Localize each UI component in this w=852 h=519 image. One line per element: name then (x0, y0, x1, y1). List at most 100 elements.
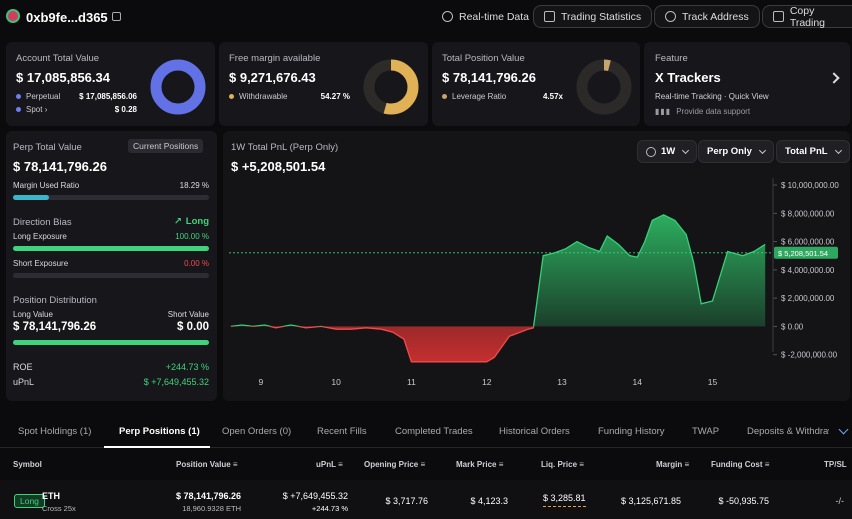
short-value-label: Short Value (167, 310, 209, 319)
metric-select[interactable]: Total PnL (776, 140, 850, 163)
tab-funding-history[interactable]: Funding History (598, 426, 665, 437)
col-upnl[interactable]: uPnL ≡ (316, 460, 343, 469)
sort-icon: ≡ (579, 460, 584, 469)
copy-icon (773, 11, 784, 22)
user-icon (665, 11, 676, 22)
direction-bias-text: Long (185, 216, 209, 227)
perpetual-label: Perpetual (26, 92, 61, 101)
pnl-area-positive (230, 214, 766, 327)
sort-icon: ≡ (498, 460, 504, 469)
top-bar: 0xb9fe...d365 Real-time Data Trading Sta… (0, 0, 852, 34)
account-value-label: Account Total Value (16, 53, 100, 64)
roe-label: ROE (13, 362, 33, 372)
direction-bias-value: ↗ Long (174, 216, 209, 227)
account-value: $ 17,085,856.34 (16, 70, 110, 85)
col-liq-price[interactable]: Liq. Price ≡ (541, 460, 584, 469)
col-position-value-label: Position Value (176, 460, 231, 469)
position-distribution-label: Position Distribution (13, 295, 97, 306)
track-address-label: Track Address (682, 10, 749, 23)
y-tick-label: $ -2,000,000.00 (781, 351, 838, 360)
trading-statistics-button[interactable]: Trading Statistics (533, 5, 653, 28)
withdrawable-label: Withdrawable (239, 92, 288, 101)
provider-logo-icon: ▮▮▮ (655, 107, 672, 116)
row-position-value: $ 78,141,796.26 (175, 491, 241, 501)
wallet-address: 0xb9fe...d365 (26, 10, 108, 25)
row-opening-price: $ 3,717.76 (385, 496, 428, 506)
row-symbol[interactable]: ETH (42, 491, 60, 501)
x-tick-label: 15 (708, 377, 718, 387)
pnl-line-positive (230, 214, 766, 327)
tab-historical-orders[interactable]: Historical Orders (499, 426, 570, 437)
chart-icon (544, 11, 555, 22)
wallet-avatar (6, 9, 20, 23)
x-tick-label: 14 (633, 377, 643, 387)
chevron-down-icon (834, 146, 842, 154)
pnl-chart: $ 10,000,000.00 $ 8,000,000.00 $ 6,000,000… (229, 178, 839, 387)
col-margin-label: Margin (656, 460, 683, 469)
trend-up-icon: ↗ (173, 216, 182, 227)
tab-twap[interactable]: TWAP (692, 426, 720, 437)
real-time-data-button[interactable]: Real-time Data (432, 5, 539, 28)
col-opening-price[interactable]: Opening Price ≡ (364, 460, 425, 469)
tabs-more-chevron-icon[interactable] (838, 424, 849, 435)
current-positions-button[interactable]: Current Positions (128, 139, 204, 153)
clock-icon (646, 146, 656, 157)
tab-open-orders[interactable]: Open Orders (0) (222, 426, 292, 437)
copy-trading-button[interactable]: Copy Trading (762, 4, 852, 29)
leverage-label: Leverage Ratio (452, 92, 507, 101)
x-tick-label: 11 (407, 377, 416, 387)
tab-spot-holdings[interactable]: Spot Holdings (1) (18, 426, 92, 437)
perpetual-value: $ 17,085,856.06 (79, 92, 137, 101)
tab-completed-trades[interactable]: Completed Trades (395, 426, 473, 437)
free-margin-label: Free margin available (229, 53, 321, 64)
tab-recent-fills[interactable]: Recent Fills (317, 426, 367, 437)
current-value-label: $ 5,208,501.54 (778, 249, 828, 258)
table-row[interactable] (0, 480, 852, 519)
timeframe-select[interactable]: 1W (637, 140, 698, 163)
feature-provider-label: Provide data support (676, 107, 751, 116)
row-tpsl[interactable]: -/- (835, 496, 845, 506)
leverage-value: 4.57x (542, 92, 563, 101)
pnl-title: 1W Total PnL (Perp Only) (231, 142, 339, 153)
spot-label: Spot (26, 105, 43, 114)
position-donut (576, 59, 632, 115)
long-exposure-fill (13, 246, 209, 251)
free-margin-card: Free margin available $ 9,271,676.43 Wit… (219, 42, 428, 126)
track-address-button[interactable]: Track Address (654, 5, 760, 28)
tab-deposits-withdraws[interactable]: Deposits & Withdraw (747, 426, 829, 437)
short-exposure-label: Short Exposure (13, 259, 69, 268)
pnl-area-negative (270, 326, 534, 362)
spot-row[interactable]: Spot › (16, 105, 47, 114)
short-amount: $ 0.00 (177, 321, 209, 333)
short-exposure-bar (13, 273, 209, 278)
col-mark-price[interactable]: Mark Price ≡ (456, 460, 503, 469)
account-donut-arc (150, 59, 206, 115)
y-tick-label: $ 4,000,000.00 (781, 266, 835, 275)
chevron-down-icon (758, 146, 766, 154)
margin-used-label: Margin Used Ratio (13, 181, 80, 190)
chevron-right-icon[interactable] (828, 72, 840, 84)
copy-address-icon[interactable] (112, 12, 121, 21)
col-margin[interactable]: Margin ≡ (656, 460, 689, 469)
perpetual-dot (16, 94, 21, 100)
free-margin-value: $ 9,271,676.43 (229, 70, 316, 85)
position-value-label: Total Position Value (442, 53, 525, 64)
y-tick-label: $ 2,000,000.00 (781, 294, 835, 303)
col-funding-cost[interactable]: Funding Cost ≡ (711, 460, 769, 469)
perp-total-value: $ 78,141,796.26 (13, 159, 107, 174)
copy-trading-label: Copy Trading (789, 4, 826, 29)
margin-used-value: 18.29 % (179, 181, 209, 190)
side-badge: Long (14, 494, 45, 508)
feature-card[interactable]: Feature X Trackers Real-time Tracking · … (644, 42, 850, 126)
tab-perp-positions[interactable]: Perp Positions (1) (119, 426, 200, 437)
sort-icon: ≡ (684, 460, 690, 469)
y-tick-label: $ 0.00 (781, 322, 804, 331)
metric-label: Total PnL (785, 146, 828, 157)
scope-select[interactable]: Perp Only (698, 140, 774, 163)
y-tick-label: $ 10,000,000.00 (781, 181, 839, 190)
distribution-fill (13, 340, 209, 345)
spot-dot (16, 107, 21, 113)
real-time-data-label: Real-time Data (459, 10, 530, 23)
x-tick-label: 9 (259, 377, 264, 387)
col-position-value[interactable]: Position Value ≡ (176, 460, 238, 469)
